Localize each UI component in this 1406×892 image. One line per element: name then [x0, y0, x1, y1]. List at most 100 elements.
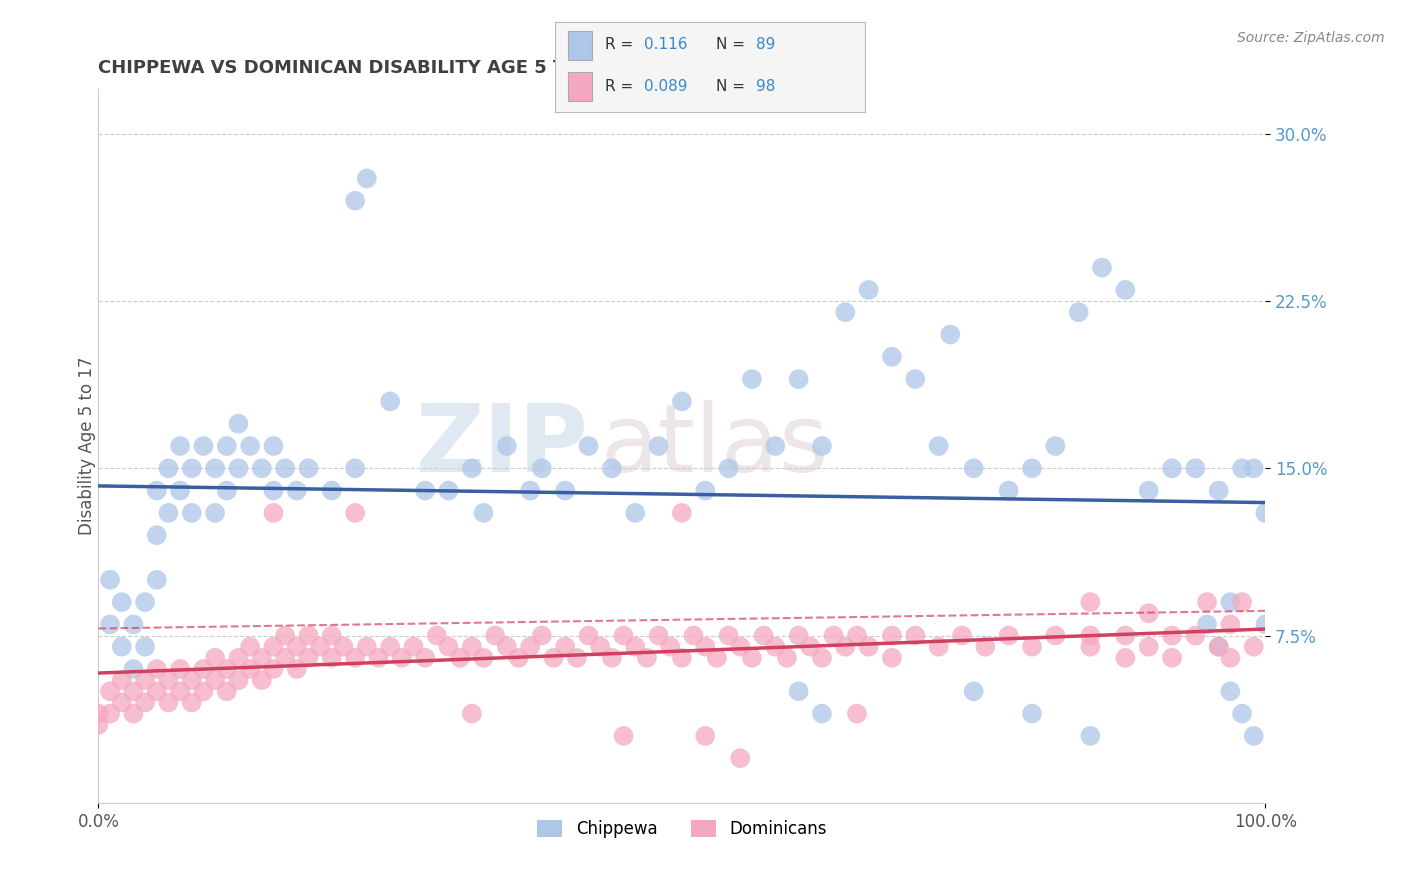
Text: N =: N =: [716, 37, 749, 52]
Point: [344, 194, 367, 208]
Point: [1161, 461, 1184, 475]
Point: [146, 528, 169, 542]
Point: [1243, 461, 1265, 475]
Point: [846, 628, 869, 642]
Point: [904, 372, 927, 386]
FancyBboxPatch shape: [568, 31, 592, 60]
Point: [297, 628, 319, 642]
Point: [1021, 461, 1043, 475]
Point: [647, 439, 669, 453]
Point: [215, 684, 238, 698]
Legend: Chippewa, Dominicans: Chippewa, Dominicans: [530, 813, 834, 845]
Point: [321, 628, 343, 642]
Point: [402, 640, 425, 654]
Point: [262, 640, 284, 654]
Point: [880, 350, 903, 364]
Point: [1091, 260, 1114, 275]
Point: [1243, 640, 1265, 654]
Point: [811, 706, 834, 721]
Point: [695, 729, 717, 743]
Point: [1219, 684, 1241, 698]
Point: [1080, 729, 1102, 743]
Point: [1208, 483, 1230, 498]
Point: [169, 439, 191, 453]
Point: [180, 506, 202, 520]
Point: [262, 506, 284, 520]
Text: Source: ZipAtlas.com: Source: ZipAtlas.com: [1237, 31, 1385, 45]
Point: [589, 640, 612, 654]
Point: [461, 706, 484, 721]
Point: [122, 684, 145, 698]
Point: [332, 640, 354, 654]
Point: [496, 439, 519, 453]
Point: [928, 439, 950, 453]
Point: [111, 673, 134, 687]
Point: [146, 483, 169, 498]
Point: [974, 640, 997, 654]
Point: [787, 628, 810, 642]
Point: [858, 283, 880, 297]
Point: [730, 751, 752, 765]
Point: [180, 673, 202, 687]
Point: [741, 372, 763, 386]
Point: [380, 640, 402, 654]
Text: 0.116: 0.116: [644, 37, 688, 52]
Point: [496, 640, 519, 654]
Point: [1114, 651, 1136, 665]
Point: [530, 461, 553, 475]
Point: [1219, 617, 1241, 632]
Point: [554, 483, 576, 498]
Point: [717, 628, 740, 642]
Point: [939, 327, 962, 342]
Point: [776, 651, 799, 665]
Point: [624, 506, 647, 520]
Text: R =: R =: [605, 37, 638, 52]
Point: [1230, 461, 1253, 475]
Point: [98, 684, 121, 698]
Point: [695, 640, 717, 654]
Point: [367, 651, 389, 665]
Point: [928, 640, 950, 654]
Point: [250, 673, 273, 687]
Point: [624, 640, 647, 654]
Point: [1219, 595, 1241, 609]
Point: [671, 394, 693, 409]
Point: [763, 640, 786, 654]
Point: [193, 662, 215, 676]
Point: [239, 439, 262, 453]
Point: [157, 673, 180, 687]
Point: [811, 439, 834, 453]
Point: [437, 483, 460, 498]
Point: [1184, 628, 1206, 642]
Point: [1021, 706, 1043, 721]
Point: [717, 461, 740, 475]
Point: [391, 651, 413, 665]
Point: [98, 573, 121, 587]
Point: [437, 640, 460, 654]
Point: [180, 696, 202, 710]
Point: [1067, 305, 1090, 319]
Point: [134, 595, 156, 609]
Point: [426, 628, 449, 642]
Point: [157, 506, 180, 520]
Point: [239, 640, 262, 654]
Point: [787, 684, 810, 698]
Point: [1137, 607, 1160, 621]
Point: [87, 706, 110, 721]
Point: [1230, 706, 1253, 721]
Point: [741, 651, 763, 665]
Point: [461, 461, 484, 475]
Point: [1254, 617, 1277, 632]
Point: [344, 506, 367, 520]
Point: [1161, 651, 1184, 665]
Point: [193, 684, 215, 698]
Point: [1243, 729, 1265, 743]
Point: [1254, 506, 1277, 520]
Point: [1114, 283, 1136, 297]
Point: [647, 628, 669, 642]
Point: [565, 651, 588, 665]
Point: [659, 640, 682, 654]
Point: [1137, 483, 1160, 498]
Point: [787, 372, 810, 386]
Point: [134, 640, 156, 654]
